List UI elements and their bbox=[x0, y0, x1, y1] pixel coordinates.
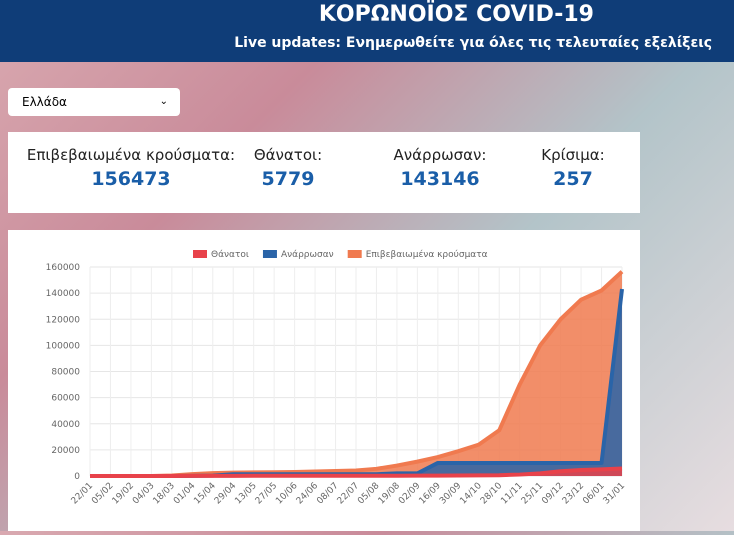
select-value: Ελλάδα bbox=[22, 95, 67, 109]
chart: 0 20000 40000 60000 80000 100000 120000 140000 1… bbox=[46, 249, 627, 507]
x-tick-label: 06/01 bbox=[581, 481, 606, 506]
title: ΚΟΡΩΝΟΪΟΣ COVID-19 bbox=[318, 2, 594, 27]
stat-value: 257 bbox=[553, 168, 593, 190]
x-tick-label: 28/10 bbox=[479, 481, 505, 507]
x-tick-label: 08/07 bbox=[315, 481, 340, 506]
x-tick-label: 25/11 bbox=[520, 481, 545, 506]
x-tick-label: 29/04 bbox=[213, 481, 239, 507]
x-tick-label: 19/02 bbox=[111, 481, 136, 506]
stat: Θάνατοι: 5779 bbox=[178, 146, 398, 190]
x-tick-label: 13/05 bbox=[233, 481, 258, 506]
legend-label: Θάνατοι bbox=[211, 250, 249, 260]
legend-swatch bbox=[193, 250, 207, 258]
x-tick-label: 09/12 bbox=[540, 481, 565, 506]
y-tick-label: 160000 bbox=[46, 263, 81, 273]
area bbox=[90, 271, 622, 476]
subtitle: Live updates: Ενημερωθείτε για όλες τις … bbox=[234, 35, 712, 51]
x-tick-label: 05/02 bbox=[90, 481, 115, 506]
legend-swatch bbox=[347, 250, 362, 258]
area bbox=[90, 468, 622, 476]
x-tick-label: 16/09 bbox=[418, 481, 444, 507]
y-tick-label: 100000 bbox=[46, 341, 81, 351]
stat-label: Κρίσιμα: bbox=[541, 146, 605, 164]
y-tick-label: 120000 bbox=[46, 315, 81, 325]
stat-label: Ανάρρωσαν: bbox=[393, 146, 487, 164]
y-tick-label: 80000 bbox=[51, 368, 80, 378]
x-tick-label: 15/04 bbox=[192, 481, 218, 507]
x-tick-label: 31/01 bbox=[602, 481, 627, 506]
stat-label: Επιβεβαιωμένα κρούσματα: bbox=[26, 146, 236, 164]
x-tick-label: 05/08 bbox=[356, 481, 382, 507]
country-select[interactable]: Ελλάδα ⌄ bbox=[8, 88, 180, 116]
stat: Κρίσιμα: 257 bbox=[463, 146, 683, 190]
stats-card: Επιβεβαιωμένα κρούσματα: 156473 Θάνατοι: 57… bbox=[8, 132, 640, 213]
legend-label: Ανάρρωσαν bbox=[281, 250, 334, 260]
y-tick-label: 20000 bbox=[51, 446, 80, 456]
x-tick-label: 30/09 bbox=[438, 481, 464, 507]
x-tick-label: 27/05 bbox=[254, 481, 279, 506]
stat-value: 143146 bbox=[400, 168, 480, 190]
legend-label: Επιβεβαιωμένα κρούσματα bbox=[366, 249, 488, 260]
x-tick-label: 22/07 bbox=[336, 481, 361, 506]
x-tick-label: 22/01 bbox=[70, 481, 95, 506]
x-tick-label: 24/06 bbox=[295, 481, 321, 507]
x-tick-label: 01/04 bbox=[172, 481, 198, 507]
x-tick-label: 19/08 bbox=[377, 481, 403, 507]
x-tick-label: 02/09 bbox=[397, 481, 423, 507]
y-tick-label: 0 bbox=[74, 472, 80, 482]
stat-value: 156473 bbox=[91, 168, 171, 190]
x-tick-label: 04/03 bbox=[131, 481, 156, 506]
stat: Ανάρρωσαν: 143146 bbox=[330, 146, 550, 190]
header: ΚΟΡΩΝΟΪΟΣ COVID-19 Live updates: Ενημερω… bbox=[0, 0, 734, 62]
stat-value: 5779 bbox=[261, 168, 315, 190]
x-tick-label: 11/11 bbox=[499, 481, 524, 506]
y-tick-label: 60000 bbox=[51, 394, 80, 404]
legend-swatch bbox=[262, 250, 277, 258]
y-tick-label: 40000 bbox=[51, 420, 80, 430]
x-tick-label: 10/06 bbox=[274, 481, 300, 507]
line bbox=[90, 466, 623, 478]
x-tick-label: 18/03 bbox=[152, 481, 177, 506]
stat-label: Θάνατοι: bbox=[253, 146, 323, 164]
x-tick-label: 14/10 bbox=[458, 481, 484, 507]
y-tick-label: 140000 bbox=[46, 289, 81, 299]
chevron: ⌄ bbox=[159, 96, 168, 107]
stat: Επιβεβαιωμένα κρούσματα: 156473 bbox=[21, 146, 241, 190]
chart-card: 0 20000 40000 60000 80000 100000 120000 140000 1… bbox=[8, 230, 640, 531]
x-tick-label: 23/12 bbox=[561, 481, 586, 506]
